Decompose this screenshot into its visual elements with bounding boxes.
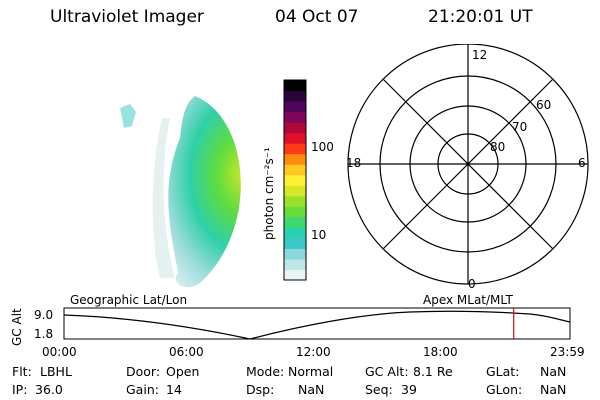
glon-label: GLon: — [486, 382, 523, 397]
colorbar-tick-10: 10 — [311, 228, 327, 242]
alt-min-label: 1.8 — [34, 327, 54, 341]
x-tick-4: 23:59 — [550, 345, 585, 359]
mode-label: Mode: — [246, 364, 285, 379]
ip-label: IP: — [12, 382, 28, 397]
lat-label-70: 70 — [512, 120, 528, 134]
ip-value: 36.0 — [35, 382, 63, 397]
seq-value: 39 — [401, 382, 417, 397]
timeline-frame — [63, 307, 571, 340]
mode-value: Normal — [288, 364, 334, 379]
geographic-caption: Geographic Lat/Lon — [70, 293, 188, 307]
colorbar-band — [284, 90, 306, 102]
door-label: Door: — [126, 364, 161, 379]
glat-label: GLat: — [486, 364, 520, 379]
door-value: Open — [166, 364, 200, 379]
dsp-label: Dsp: — [246, 382, 275, 397]
gcalt-value: 8.1 Re — [413, 364, 453, 379]
colorbar-band — [284, 216, 306, 228]
glon-value: NaN — [540, 382, 567, 397]
colorbar-frame — [283, 79, 307, 281]
colorbar-band — [284, 164, 306, 176]
flt-label: Flt: — [12, 364, 32, 379]
seq-label: Seq: — [365, 382, 393, 397]
colorbar-band — [284, 185, 306, 197]
polar-plot — [347, 44, 589, 285]
colorbar — [283, 79, 307, 281]
mlt-label-12: 12 — [472, 48, 488, 62]
auroral-patch — [120, 104, 136, 128]
colorbar-band — [284, 195, 306, 207]
x-tick-1: 06:00 — [169, 345, 204, 359]
colorbar-band — [284, 101, 306, 113]
colorbar-band — [284, 258, 306, 270]
colorbar-band — [284, 269, 306, 281]
colorbar-band — [284, 174, 306, 186]
colorbar-band — [284, 132, 306, 144]
auroral-image — [120, 96, 241, 288]
x-tick-3: 18:00 — [423, 345, 458, 359]
dsp-value: NaN — [298, 382, 325, 397]
altitude-curve — [63, 310, 571, 340]
x-tick-2: 12:00 — [296, 345, 331, 359]
gain-label: Gain: — [126, 382, 159, 397]
colorbar-band — [284, 143, 306, 155]
colorbar-band — [284, 122, 306, 134]
colorbar-band — [284, 248, 306, 260]
colorbar-label: photon cm⁻²s⁻¹ — [262, 147, 276, 240]
colorbar-band — [284, 206, 306, 218]
colorbar-band — [284, 237, 306, 249]
x-tick-0: 00:00 — [42, 345, 77, 359]
colorbar-band — [284, 111, 306, 123]
colorbar-band — [284, 80, 306, 92]
colorbar-tick-100: 100 — [311, 140, 334, 154]
alt-max-label: 9.0 — [34, 308, 54, 322]
lat-label-60: 60 — [536, 98, 552, 112]
observation-time: 21:20:01 UT — [428, 7, 533, 27]
mlt-label-6: 6 — [578, 156, 586, 170]
lat-label-80: 80 — [490, 140, 506, 154]
mlt-label-18: 18 — [346, 156, 362, 170]
altitude-timeline — [63, 307, 571, 340]
mlt-label-0: 0 — [468, 277, 476, 291]
polar-diagonal-2 — [382, 78, 554, 250]
gain-value: 14 — [166, 382, 182, 397]
alt-axis-label: GC Alt — [10, 308, 24, 346]
apex-caption: Apex MLat/MLT — [423, 293, 513, 307]
glat-value: NaN — [540, 364, 567, 379]
colorbar-band — [284, 227, 306, 239]
gcalt-label: GC Alt: — [365, 364, 409, 379]
instrument-title: Ultraviolet Imager — [50, 7, 204, 27]
observation-date: 04 Oct 07 — [275, 7, 359, 27]
flt-value: LBHL — [40, 364, 72, 379]
colorbar-band — [284, 153, 306, 165]
